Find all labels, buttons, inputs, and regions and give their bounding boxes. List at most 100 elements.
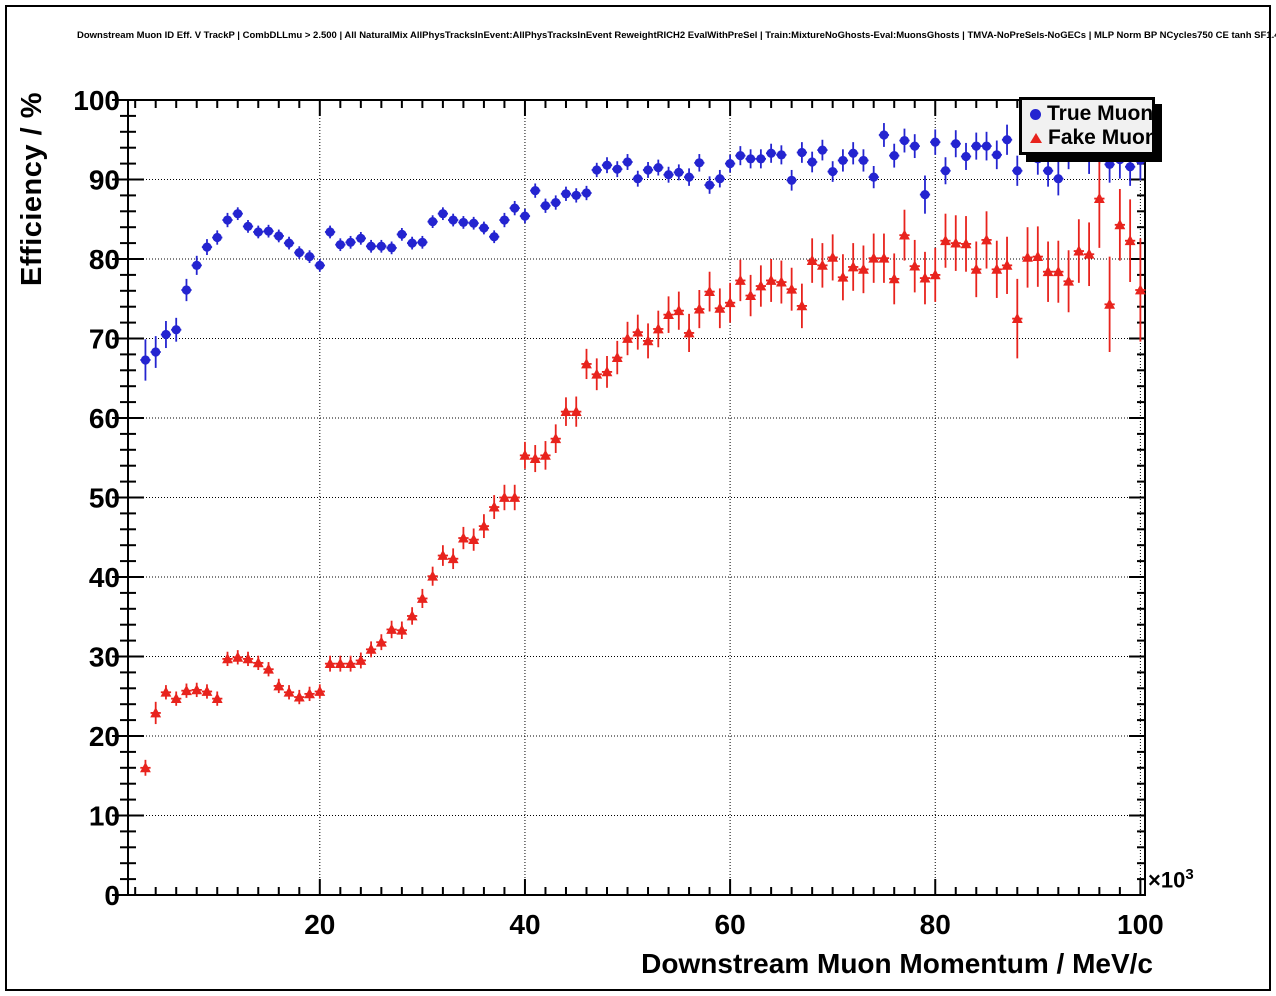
- data-point: [365, 239, 377, 253]
- data-point: [222, 651, 233, 667]
- data-point: [273, 678, 285, 694]
- y-tick-label: 10: [89, 801, 120, 832]
- data-point: [458, 216, 469, 229]
- data-point: [191, 682, 203, 698]
- data-point: [150, 336, 161, 368]
- data-point: [765, 143, 777, 163]
- data-point: [663, 166, 674, 183]
- data-point: [437, 545, 449, 566]
- data-point: [468, 216, 479, 230]
- data-point: [929, 247, 941, 302]
- x-tick-label: 60: [715, 909, 746, 940]
- data-point: [909, 239, 921, 293]
- data-point: [622, 154, 633, 170]
- data-point: [1001, 124, 1013, 155]
- data-point: [427, 215, 438, 228]
- data-point: [611, 340, 623, 375]
- data-point: [1052, 240, 1064, 303]
- data-point: [489, 230, 500, 244]
- data-point: [858, 149, 869, 172]
- data-point: [365, 641, 377, 658]
- data-point: [355, 231, 366, 245]
- data-point: [519, 441, 531, 469]
- x-tick-label: 100: [1117, 909, 1164, 940]
- data-point: [745, 274, 757, 317]
- data-point: [652, 310, 664, 348]
- data-point: [724, 282, 736, 323]
- data-point: [950, 130, 961, 158]
- data-point: [899, 128, 910, 153]
- data-point: [786, 169, 797, 191]
- fake-muon-marker-icon: [1030, 133, 1042, 143]
- data-point: [632, 170, 643, 187]
- data-point: [550, 195, 561, 210]
- data-point: [878, 123, 890, 147]
- data-point: [991, 240, 1003, 298]
- x-axis-title: Downstream Muon Momentum / MeV/c: [641, 948, 1153, 979]
- data-point: [673, 164, 684, 181]
- data-point: [734, 259, 746, 302]
- data-point: [950, 215, 962, 271]
- data-point: [622, 321, 633, 356]
- y-tick-label: 100: [73, 85, 120, 116]
- data-point: [324, 225, 336, 239]
- y-tick-label: 60: [89, 403, 120, 434]
- data-point: [1011, 278, 1023, 359]
- data-point: [304, 686, 315, 702]
- data-point: [560, 397, 572, 426]
- data-point: [735, 146, 746, 166]
- data-point: [868, 233, 880, 283]
- data-point: [807, 151, 818, 173]
- y-tick-labels: 0 10 20 30 40 50 60 70 80 90 100: [73, 85, 120, 911]
- data-point: [714, 288, 726, 329]
- data-point: [960, 142, 972, 170]
- data-point: [416, 588, 428, 609]
- data-point: [704, 271, 715, 312]
- legend: True Muon Fake Muon: [1019, 97, 1158, 155]
- x-tick-label: 20: [304, 909, 335, 940]
- legend-label-true-muon: True Muon: [1047, 102, 1154, 125]
- data-point: [181, 683, 192, 698]
- data-point: [642, 323, 654, 359]
- data-point: [406, 236, 418, 250]
- data-point: [293, 689, 305, 705]
- y-tick-label: 20: [89, 721, 120, 752]
- data-point: [827, 234, 839, 281]
- data-point: [991, 140, 1002, 170]
- data-point: [755, 265, 767, 307]
- data-point: [1083, 222, 1095, 287]
- data-point: [817, 243, 828, 288]
- data-point: [940, 213, 951, 268]
- data-point: [252, 655, 264, 671]
- data-point: [345, 655, 356, 672]
- data-point: [509, 200, 520, 216]
- data-point: [488, 495, 500, 519]
- y-axis-title: Efficiency / %: [16, 92, 48, 286]
- data-point: [448, 213, 459, 227]
- data-point: [714, 169, 725, 188]
- data-point: [273, 229, 284, 243]
- data-point: [776, 145, 787, 165]
- data-point: [653, 159, 664, 176]
- x-tick-labels: 20 40 60 80 100: [304, 909, 1164, 940]
- data-point: [478, 514, 490, 539]
- data-point: [755, 149, 766, 169]
- x-tick-label: 40: [509, 909, 540, 940]
- data-point: [160, 321, 172, 349]
- data-point: [601, 157, 613, 174]
- data-point: [263, 662, 274, 677]
- data-point: [1042, 241, 1054, 302]
- data-point: [181, 278, 192, 302]
- plot-frame: [127, 99, 1146, 896]
- data-point: [283, 685, 295, 700]
- data-point: [724, 154, 736, 173]
- data-point: [386, 241, 397, 255]
- data-point: [253, 225, 264, 239]
- data-point: [406, 607, 418, 625]
- data-point: [560, 186, 572, 201]
- data-point: [232, 650, 244, 665]
- data-point: [314, 259, 325, 272]
- y-tick-label: 50: [89, 483, 120, 514]
- data-point: [745, 149, 756, 169]
